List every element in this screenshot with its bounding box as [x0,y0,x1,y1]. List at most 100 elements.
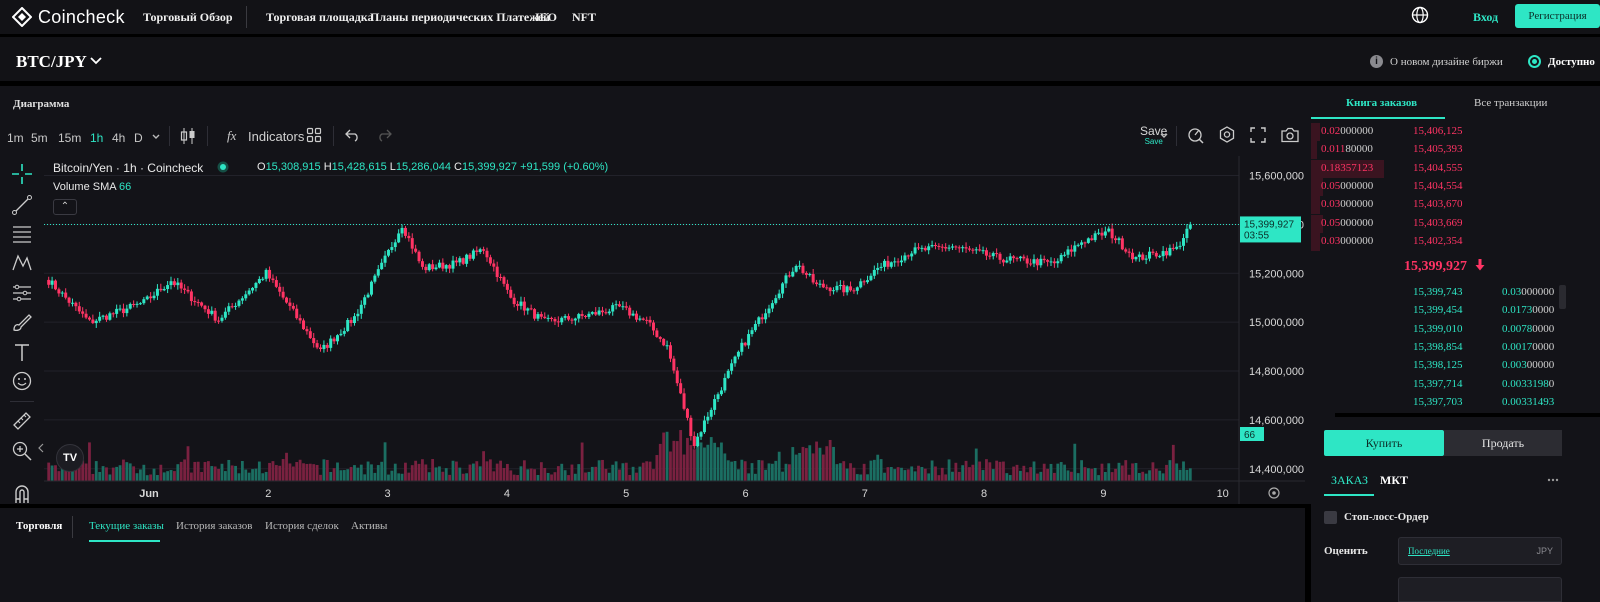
chart-legend-symbol[interactable]: Bitcoin/Yen · 1h · Coincheck [53,161,229,175]
bid-row[interactable]: 15,397,714 0.00331980 [1311,376,1600,394]
collapse-toolbar-icon[interactable] [38,443,44,453]
candles-icon[interactable] [179,126,197,146]
collapse-legend-button[interactable]: ⌃ [53,199,77,215]
amount-input[interactable] [1398,577,1562,602]
volume-bar [1114,468,1117,481]
timeframe-15m[interactable]: 15m [58,131,82,145]
quick-search-icon[interactable] [1187,126,1205,144]
horizontal-lines-icon[interactable] [11,223,33,245]
ask-row[interactable]: 0.03000000 15,403,670 [1311,196,1600,215]
undo-icon[interactable] [345,128,361,142]
volume-legend[interactable]: Volume SMA 66 [53,181,131,193]
sell-tab-button[interactable]: Продать [1444,430,1562,456]
nav-trading-overview[interactable]: Торговый Обзор [143,10,233,24]
register-button[interactable]: Регистрация [1515,4,1600,28]
candle-body [1141,254,1145,260]
timeframe-5m[interactable]: 5m [31,131,48,145]
volume-bar [50,465,54,481]
candle-body [220,317,224,321]
timeframe-1h[interactable]: 1h [90,131,104,145]
tab-trade-history[interactable]: История сделок [265,520,339,532]
bid-row[interactable]: 15,399,010 0.00780000 [1311,321,1600,339]
bid-row[interactable]: 15,398,125 0.00300000 [1311,357,1600,375]
nav-ieo[interactable]: IEO [535,10,558,24]
login-link[interactable]: Вход [1473,10,1499,24]
candle-body [1063,254,1067,256]
brush-icon[interactable] [11,311,33,333]
candle-body [533,309,537,319]
tab-market-order[interactable]: МКТ [1380,473,1409,487]
bid-row[interactable]: 15,397,703 0.00331493 [1311,394,1600,412]
bid-row[interactable]: 15,399,454 0.01730000 [1311,302,1600,320]
stop-loss-checkbox[interactable] [1324,511,1337,524]
tab-order-book[interactable]: Книга заказов [1346,97,1418,109]
volume-bar [257,461,261,481]
magnet-icon[interactable] [11,483,33,505]
nav-nft[interactable]: NFT [572,10,596,24]
new-design-info-link[interactable]: i О новом дизайне биржи [1370,55,1503,68]
save-sublabel: Save [1144,137,1163,146]
nav-periodic-plans[interactable]: Планы периодических Платежей [370,10,550,24]
y-tick-label: 15,200,000 [1249,268,1304,280]
chevron-down-icon[interactable] [1159,131,1169,141]
ask-row[interactable]: 0.01180000 15,405,393 [1311,141,1600,160]
templates-grid-icon[interactable] [306,127,322,143]
zoom-in-icon[interactable] [11,440,33,462]
bid-quantity-trailing: 00000 [1526,359,1555,372]
candle-body [87,317,91,320]
tab-order-history[interactable]: История заказов [176,520,253,532]
candle-body [203,305,207,310]
settings-gear-icon[interactable] [1218,126,1236,144]
timeframe-4h[interactable]: 4h [112,131,126,145]
volume-bar [655,455,659,481]
more-options-icon[interactable] [1547,475,1559,485]
emoji-icon[interactable] [11,370,33,392]
ask-row[interactable]: 0.02000000 15,406,125 [1311,123,1600,141]
brand-logo[interactable]: Coincheck [12,6,125,28]
fullscreen-icon[interactable] [1250,127,1266,143]
scrollbar-thumb[interactable] [1559,285,1566,309]
ruler-icon[interactable] [11,410,33,432]
timeframe-d[interactable]: D [134,131,143,145]
ask-quantity-significant: 0.011 [1321,143,1346,156]
indicators-button[interactable]: fx Indicators [226,128,304,144]
last-price-link[interactable]: Последние [1408,546,1450,556]
candle-body [101,315,105,317]
tab-assets[interactable]: Активы [351,520,388,532]
buy-tab-button[interactable]: Купить [1324,430,1444,456]
ask-row[interactable]: 0.18357123 15,404,555 [1311,159,1600,178]
ask-row[interactable]: 0.03000000 15,402,354 [1311,232,1600,251]
candle-body [634,313,638,320]
pattern-tool-icon[interactable] [11,252,33,274]
chevron-down-icon[interactable] [90,56,102,66]
tab-current-orders[interactable]: Текущие заказы [89,520,164,532]
volume-bar [917,465,920,481]
price-chart[interactable]: 15,600,00015,400,00015,200,00015,000,000… [44,156,1305,504]
bid-row[interactable]: 15,399,743 0.03000000 [1311,284,1600,302]
chevron-down-icon[interactable] [151,132,161,142]
candle-body [516,304,520,306]
ask-row[interactable]: 0.05000000 15,403,669 [1311,214,1600,233]
projection-tool-icon[interactable] [11,282,33,304]
redo-icon[interactable] [376,128,392,142]
ask-row[interactable]: 0.05000000 15,404,554 [1311,177,1600,196]
candle-body [981,250,985,252]
tab-limit-order[interactable]: ЗАКАЗ [1331,473,1369,487]
volume-bar [638,466,642,481]
pair-selector[interactable]: BTC/JPY [16,52,87,71]
volume-bar [516,475,519,481]
camera-snapshot-icon[interactable] [1280,127,1300,143]
volume-bar [798,452,801,481]
timeframe-1m[interactable]: 1m [7,131,24,145]
text-tool-icon[interactable] [11,341,33,363]
tab-all-transactions[interactable]: Все транзакции [1474,97,1548,109]
y-tick-label: 14,600,000 [1249,415,1304,427]
bid-row[interactable]: 15,398,854 0.00170000 [1311,339,1600,357]
globe-icon[interactable] [1411,6,1429,24]
crosshair-icon[interactable] [11,163,33,185]
trend-line-icon[interactable] [11,194,33,216]
price-input[interactable]: Последние JPY [1398,537,1562,565]
nav-trading-platform[interactable]: Торговая площадка [266,10,374,24]
tradingview-logo-icon[interactable]: TV [56,444,84,472]
available-toggle[interactable]: Доступно [1528,55,1595,68]
